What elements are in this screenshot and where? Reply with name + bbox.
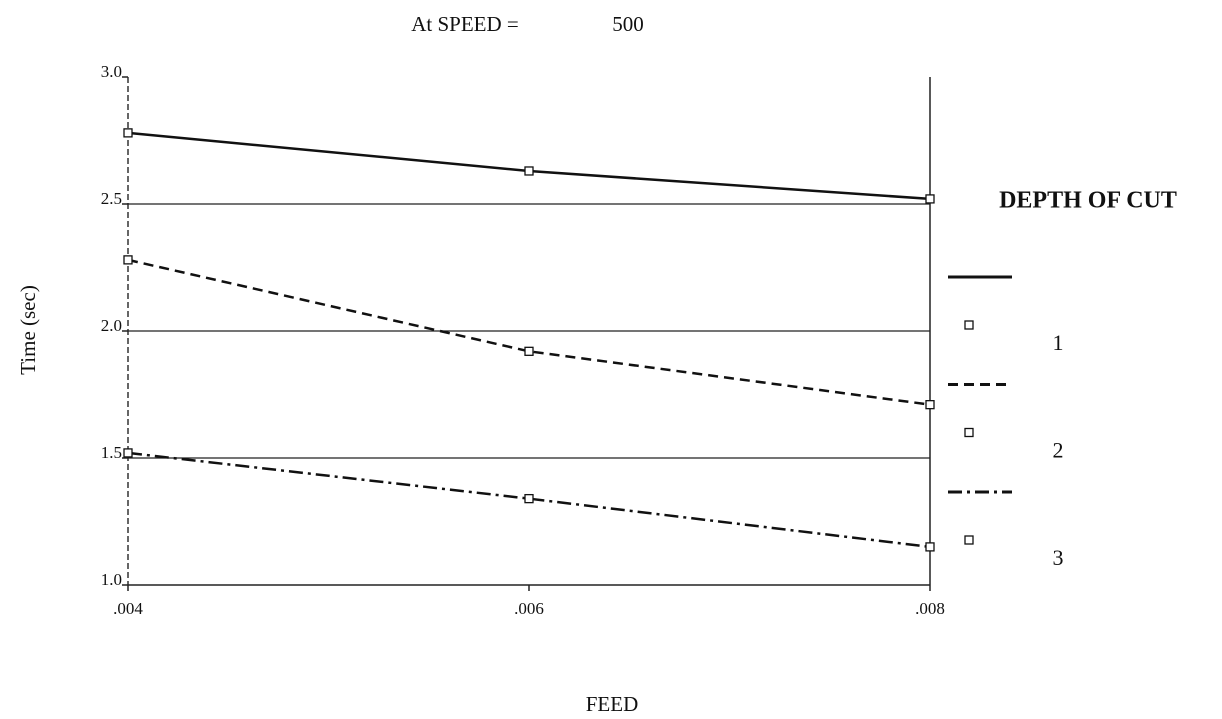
data-point	[124, 449, 132, 457]
y-axis-label: Time (sec)	[16, 285, 40, 375]
legend-marker	[965, 429, 973, 437]
data-point	[124, 129, 132, 137]
data-point	[525, 495, 533, 503]
series-line	[128, 260, 930, 405]
x-tick-label: .006	[514, 599, 544, 618]
chart: At SPEED = 500 FEED Time (sec) DEPTH OF …	[0, 0, 1222, 719]
legend-marker	[965, 536, 973, 544]
data-point	[124, 256, 132, 264]
data-point	[926, 401, 934, 409]
legend-label: 3	[1053, 545, 1064, 570]
data-point	[525, 167, 533, 175]
x-tick-label: .008	[915, 599, 945, 618]
chart-title: At SPEED =	[411, 12, 519, 36]
legend-title: DEPTH OF CUT	[999, 188, 1177, 214]
y-tick-label: 3.0	[101, 62, 122, 81]
legend-label: 2	[1053, 438, 1064, 463]
y-tick-label: 1.5	[101, 443, 122, 462]
x-axis-label: FEED	[586, 692, 639, 716]
y-tick-label: 1.0	[101, 570, 122, 589]
x-tick-label: .004	[113, 599, 143, 618]
data-point	[926, 543, 934, 551]
legend-marker	[965, 321, 973, 329]
series-line	[128, 133, 930, 199]
chart-title-value: 500	[612, 12, 644, 36]
y-tick-label: 2.0	[101, 316, 122, 335]
legend-label: 1	[1053, 330, 1064, 355]
data-point	[926, 195, 934, 203]
data-point	[525, 347, 533, 355]
y-tick-label: 2.5	[101, 189, 122, 208]
